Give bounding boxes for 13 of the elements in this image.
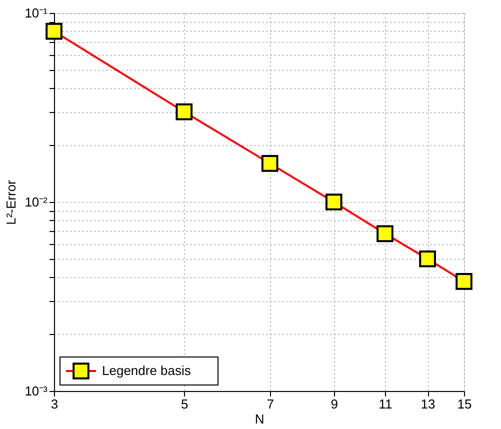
x-tick-label: 9	[330, 396, 338, 412]
x-tick-label: 5	[181, 396, 188, 412]
legend-label: Legendre basis	[102, 363, 192, 378]
x-axis-title: N	[254, 412, 264, 426]
x-tick-label: 13	[420, 396, 436, 412]
x-tick-label: 15	[457, 396, 472, 412]
x-tick-label: 11	[378, 396, 392, 412]
x-tick-label: 3	[50, 396, 58, 412]
y-tick-label: 10⁻¹	[24, 6, 48, 20]
y-tick-label: 10⁻³	[24, 384, 48, 398]
y-axis-title: L²-Error	[4, 179, 19, 225]
x-tick-label: 7	[266, 396, 274, 412]
y-tick-label: 10⁻²	[24, 194, 48, 210]
